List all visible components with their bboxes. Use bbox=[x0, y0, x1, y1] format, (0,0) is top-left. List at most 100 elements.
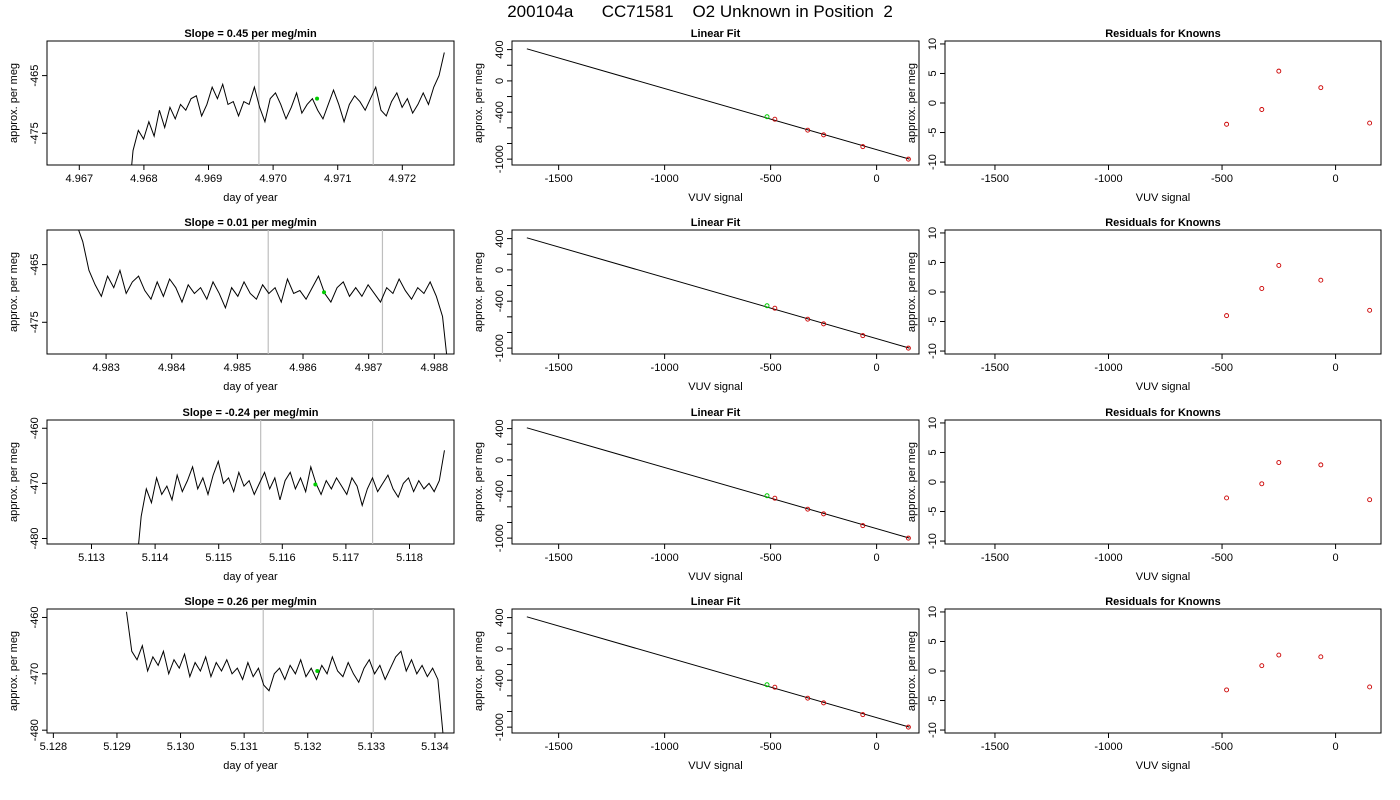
plot-area bbox=[526, 616, 911, 730]
known-point bbox=[860, 144, 866, 150]
y-axis-label: approx. per meg bbox=[8, 442, 20, 522]
y-axis-label: approx. per meg bbox=[906, 252, 918, 332]
plot-area bbox=[526, 427, 911, 541]
y-tick-label: 0 bbox=[494, 267, 506, 273]
x-tick-label: 5.113 bbox=[78, 552, 105, 564]
x-tick-label: -500 bbox=[760, 173, 782, 185]
x-tick-label: 4.971 bbox=[324, 173, 352, 185]
residual-point bbox=[1259, 286, 1265, 291]
x-tick-label: -1500 bbox=[981, 552, 1009, 564]
y-tick-label: -10 bbox=[927, 154, 939, 170]
page-title: 200104a CC71581 O2 Unknown in Position 2 bbox=[507, 2, 893, 21]
y-tick-label: 0 bbox=[927, 289, 939, 295]
plot-area bbox=[1224, 68, 1373, 127]
known-point bbox=[772, 305, 778, 311]
plot-frame bbox=[511, 40, 920, 166]
panel-title: Linear Fit bbox=[691, 596, 741, 608]
residual-point bbox=[1318, 277, 1324, 283]
panel-title: Linear Fit bbox=[691, 28, 741, 40]
known-point bbox=[805, 127, 811, 133]
x-tick-label: -500 bbox=[1211, 362, 1233, 374]
x-axis-label: VUV signal bbox=[688, 192, 742, 204]
known-point bbox=[805, 316, 811, 322]
x-tick-label: 0 bbox=[874, 741, 880, 753]
residual-point bbox=[1276, 262, 1282, 268]
x-axis-label: VUV signal bbox=[1136, 381, 1190, 393]
x-tick-label: -1500 bbox=[545, 552, 573, 564]
y-axis-label: approx. per meg bbox=[473, 442, 485, 522]
y-tick-label: -465 bbox=[29, 254, 41, 276]
x-tick-label: 4.972 bbox=[389, 173, 417, 185]
y-tick-label: -460 bbox=[29, 606, 41, 628]
known-point bbox=[905, 156, 911, 162]
y-tick-label: 10 bbox=[927, 417, 939, 429]
y-axis-label: approx. per meg bbox=[906, 63, 918, 143]
plot-frame bbox=[511, 229, 920, 355]
y-tick-label: 5 bbox=[927, 70, 939, 76]
known-point bbox=[772, 116, 778, 122]
x-tick-label: 4.967 bbox=[66, 173, 94, 185]
x-tick-label: 4.983 bbox=[92, 362, 120, 374]
x-tick-label: 5.131 bbox=[230, 741, 258, 753]
x-axis-label: VUV signal bbox=[688, 381, 742, 393]
y-tick-label: 400 bbox=[494, 608, 506, 626]
residual-point bbox=[1367, 307, 1373, 313]
plot-frame bbox=[46, 229, 455, 355]
plot-frame bbox=[46, 40, 455, 166]
y-tick-label: -10 bbox=[927, 722, 939, 738]
x-tick-label: 5.134 bbox=[421, 741, 449, 753]
known-point bbox=[821, 511, 827, 517]
x-tick-label: -1000 bbox=[1094, 552, 1122, 564]
residual-point bbox=[1224, 121, 1230, 127]
fit-line bbox=[526, 616, 910, 728]
plot-frame bbox=[944, 40, 1382, 166]
panel-title: Slope = 0.01 per meg/min bbox=[184, 217, 317, 229]
panel-r1-linear_fit: Linear Fit -1500 -1000 -500 0 -1000 -400 0 400 VU… bbox=[473, 28, 920, 204]
x-tick-label: -500 bbox=[1211, 552, 1233, 564]
panel-r4-residuals: Residuals for Knowns -1500 -1000 -500 0 -10 -5… bbox=[906, 596, 1382, 772]
residual-point bbox=[1259, 663, 1265, 669]
residual-point bbox=[1259, 481, 1265, 487]
y-tick-label: -480 bbox=[29, 719, 41, 741]
y-tick-label: 10 bbox=[927, 38, 939, 50]
y-tick-label: 0 bbox=[927, 100, 939, 106]
y-tick-label: -475 bbox=[29, 122, 41, 144]
panel-r4-time_series: Slope = 0.26 per meg/min 5.128 5.129 5.130 5… bbox=[8, 596, 455, 772]
y-axis-label: approx. per meg bbox=[8, 252, 20, 332]
x-tick-label: 4.969 bbox=[195, 173, 223, 185]
y-tick-label: 0 bbox=[494, 457, 506, 463]
y-tick-label: 0 bbox=[927, 668, 939, 674]
panel-r1-time_series: Slope = 0.45 per meg/min 4.967 4.968 4.969 4… bbox=[8, 28, 455, 204]
plot-area bbox=[526, 48, 911, 162]
known-point bbox=[860, 333, 866, 339]
fit-line bbox=[526, 427, 910, 539]
known-point bbox=[905, 535, 911, 541]
plot-area bbox=[526, 237, 911, 351]
time-series-trace bbox=[78, 230, 448, 354]
y-tick-label: -1000 bbox=[494, 524, 506, 552]
x-tick-label: 5.116 bbox=[269, 552, 296, 564]
y-tick-label: -10 bbox=[927, 533, 939, 549]
plot-frame bbox=[944, 419, 1382, 545]
panel-r1-residuals: Residuals for Knowns -1500 -1000 -500 0 -10 -5… bbox=[906, 28, 1382, 204]
y-axis-label: approx. per meg bbox=[8, 63, 20, 143]
residual-point bbox=[1224, 495, 1230, 501]
x-axis-label: day of year bbox=[223, 760, 278, 772]
y-tick-label: 400 bbox=[494, 229, 506, 247]
unknown-mean-point bbox=[315, 669, 320, 673]
plot-frame bbox=[511, 419, 920, 545]
x-tick-label: 0 bbox=[874, 362, 880, 374]
panel-title: Linear Fit bbox=[691, 217, 741, 229]
x-tick-label: 5.129 bbox=[103, 741, 131, 753]
x-tick-label: -1000 bbox=[1094, 173, 1122, 185]
y-tick-label: -470 bbox=[29, 663, 41, 685]
y-tick-label: 5 bbox=[927, 449, 939, 455]
x-tick-label: 0 bbox=[874, 173, 880, 185]
time-series-trace bbox=[131, 52, 445, 165]
x-tick-label: 5.130 bbox=[167, 741, 195, 753]
y-tick-label: 0 bbox=[494, 78, 506, 84]
residual-point bbox=[1224, 313, 1230, 319]
panel-title: Slope = 0.26 per meg/min bbox=[184, 596, 317, 608]
x-tick-label: -1000 bbox=[651, 552, 679, 564]
